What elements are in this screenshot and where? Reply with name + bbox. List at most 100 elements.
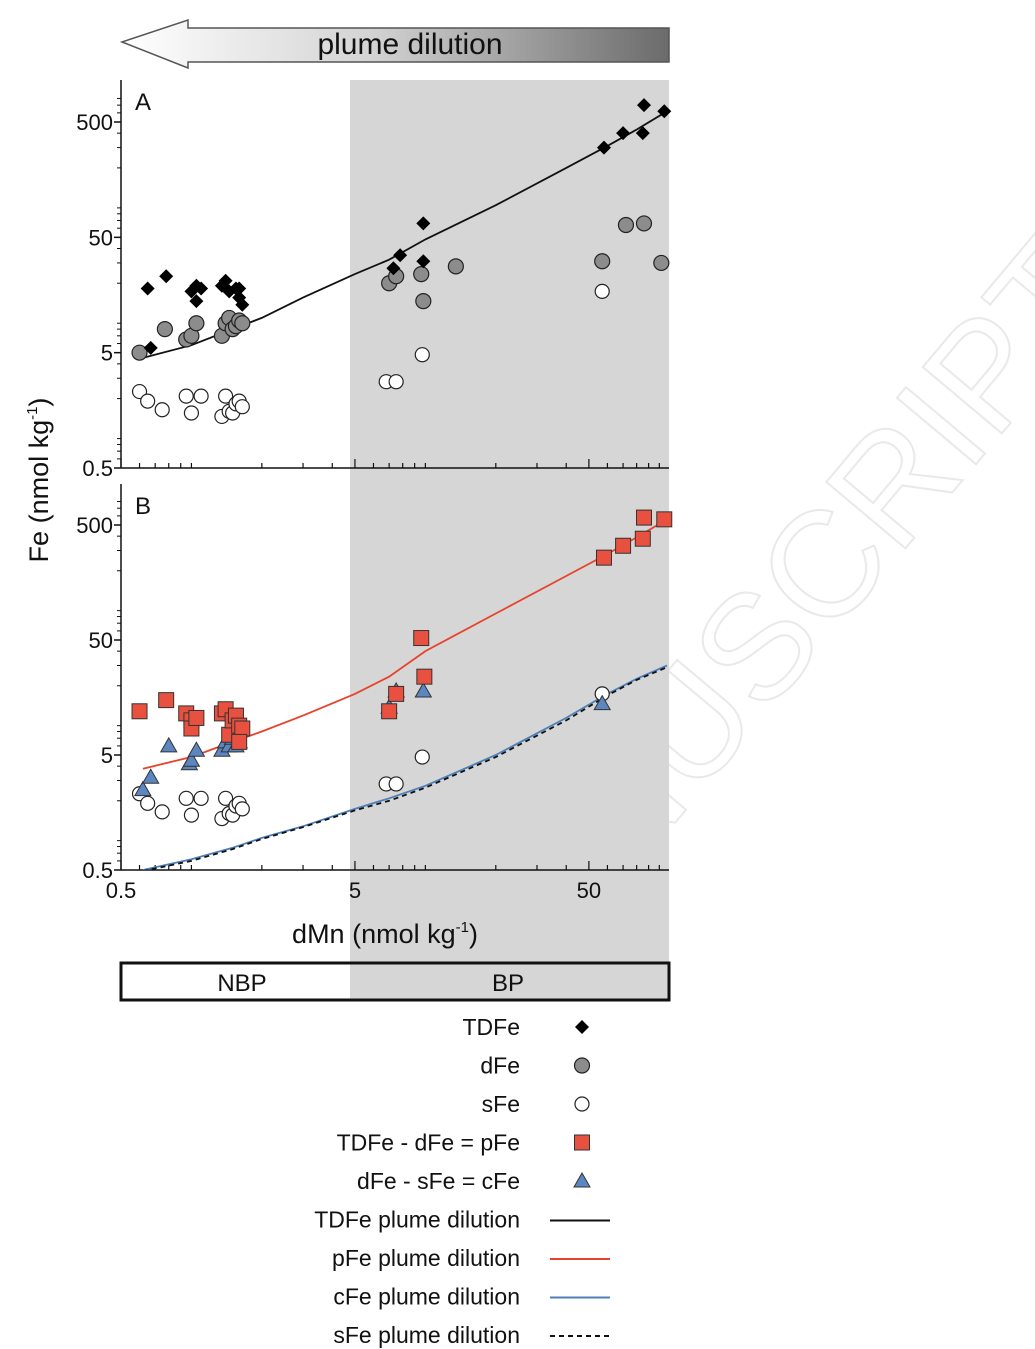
point-circle-gray <box>653 254 670 272</box>
x-axis-label: dMn (nmol kg-1) <box>292 919 478 949</box>
point-diamond <box>235 297 250 312</box>
point-square-red <box>656 511 673 528</box>
point-triangle-blue <box>414 682 433 698</box>
point-diamond <box>194 281 209 296</box>
legend-label: sFe plume dilution <box>333 1322 520 1348</box>
point-circle-gray <box>131 344 148 361</box>
point-circle-gray <box>635 215 653 232</box>
point-triangle-blue <box>141 768 160 784</box>
panel-b: B 0.5 5 50 500 <box>76 484 673 883</box>
point-circle-gray <box>447 258 464 275</box>
point-circle-white <box>183 807 200 823</box>
panel-a: A 0.5 5 50 500 <box>76 80 672 481</box>
point-diamond <box>636 98 651 113</box>
point-circle-gray <box>415 292 432 310</box>
x-tick-label: 50 <box>577 878 601 903</box>
point-circle-white <box>131 383 148 400</box>
point-circle-white <box>218 790 234 806</box>
point-circle-white <box>594 283 610 299</box>
point-square-red <box>234 720 251 737</box>
point-circle-gray <box>594 253 611 270</box>
point-circle-white <box>178 790 194 806</box>
point-diamond <box>416 216 431 231</box>
point-diamond <box>635 126 650 141</box>
y-tick-label: 5 <box>101 341 113 366</box>
point-square-red <box>131 703 148 720</box>
y-tick-label: 50 <box>89 225 113 250</box>
x-tick-label: 0.5 <box>106 878 137 903</box>
point-diamond <box>596 140 611 155</box>
point-diamond <box>386 261 401 276</box>
legend-swatch-circle-gray <box>573 1057 591 1074</box>
point-square-red <box>413 630 430 647</box>
point-circle-white <box>140 795 156 811</box>
point-circle-white <box>193 388 209 404</box>
point-square-red <box>231 733 248 750</box>
point-circle-gray <box>617 216 635 234</box>
point-circle-white <box>183 405 200 421</box>
point-triangle-blue <box>159 736 178 753</box>
legend-label: TDFe - dFe = pFe <box>337 1130 520 1156</box>
panel-b-ticks: 0.5 5 50 500 <box>76 501 660 883</box>
point-square-red <box>635 509 652 526</box>
legend-label: dFe <box>480 1053 520 1079</box>
point-diamond <box>657 104 672 119</box>
x-tick-labels: 0.5 5 50 <box>106 878 601 903</box>
panel-b-points <box>131 509 673 827</box>
y-tick-label: 0.5 <box>82 858 113 883</box>
point-square-red <box>158 692 175 709</box>
panel-a-label: A <box>135 89 151 116</box>
point-square-red <box>381 703 398 720</box>
point-circle-white <box>140 393 156 409</box>
point-circle-white <box>414 749 430 765</box>
point-diamond <box>159 269 174 284</box>
point-circle-gray <box>234 315 251 332</box>
point-triangle-blue <box>182 751 201 767</box>
point-square-red <box>634 530 651 547</box>
point-circle-white <box>154 402 170 418</box>
legend-label: TDFe plume dilution <box>314 1207 520 1233</box>
point-circle-white <box>218 388 234 404</box>
point-diamond <box>143 340 158 355</box>
legend-swatch-diamond <box>575 1020 589 1034</box>
point-square-red <box>188 709 205 726</box>
point-triangle-blue <box>133 780 152 797</box>
legend-label: cFe plume dilution <box>333 1284 520 1310</box>
legend-label: dFe - sFe = cFe <box>357 1168 520 1194</box>
point-triangle-blue <box>187 741 206 757</box>
point-circle-gray <box>156 321 173 338</box>
point-diamond <box>189 294 204 309</box>
point-circle-white <box>388 374 404 390</box>
x-tick-label: 5 <box>349 878 361 903</box>
point-circle-white <box>178 388 194 404</box>
y-axis-label: Fe (nmol kg-1) <box>24 398 54 563</box>
point-circle-gray <box>413 265 430 283</box>
bp-label: BP <box>492 970 524 997</box>
arrow-label: plume dilution <box>317 28 502 61</box>
point-square-red <box>595 549 612 566</box>
legend-swatch-triangle-blue <box>573 1171 591 1188</box>
point-square-red <box>615 537 632 554</box>
legend-swatch-square-red <box>574 1134 590 1151</box>
point-diamond <box>218 273 233 288</box>
point-circle-white <box>234 399 250 415</box>
bp-shaded-region <box>350 80 669 972</box>
point-circle-white <box>154 804 170 820</box>
nbp-bp-band: NBP BP <box>119 961 671 1002</box>
point-diamond <box>232 281 247 296</box>
point-diamond <box>616 126 631 141</box>
legend: TDFe dFe sFe TDFe - dFe = pFe dFe - sFe = cF… <box>314 1014 610 1348</box>
point-diamond <box>416 254 431 269</box>
y-tick-label: 0.5 <box>82 456 113 481</box>
y-tick-label: 500 <box>76 110 113 135</box>
point-square-red <box>388 685 405 702</box>
point-circle-white <box>193 790 209 806</box>
point-triangle-blue <box>593 694 612 711</box>
legend-swatch-circle-white <box>574 1096 590 1112</box>
point-circle-white <box>414 347 430 363</box>
point-square-red <box>416 668 433 685</box>
point-circle-white <box>234 801 250 817</box>
nbp-label: NBP <box>217 970 266 997</box>
panel-b-label: B <box>135 493 151 520</box>
